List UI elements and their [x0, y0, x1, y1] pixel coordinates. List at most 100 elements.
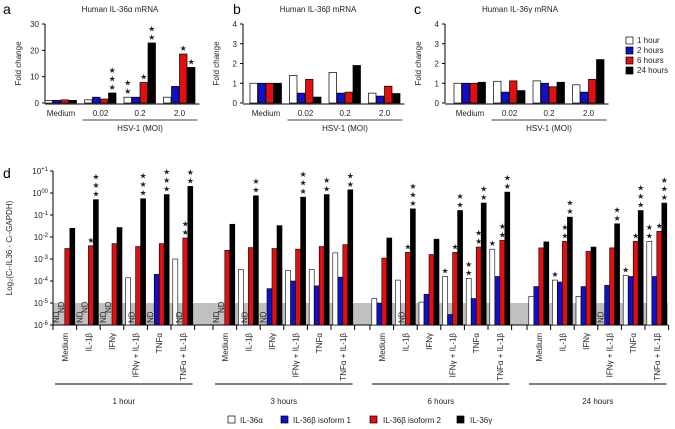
bar: [64, 248, 71, 326]
significance-star: ★: [646, 231, 653, 240]
bar: [88, 245, 94, 326]
significance-star: ★: [180, 44, 187, 53]
bar: [418, 301, 425, 326]
nd-label: ND: [52, 311, 61, 323]
group-label: 24 hours: [582, 397, 613, 406]
nd-label: ND: [75, 311, 84, 323]
group-label: 1 hour: [112, 397, 135, 406]
x-tick-label: TNFα + IL-1β: [496, 333, 505, 381]
x-tick-label: IL-1β: [244, 333, 253, 352]
significance-star: ★: [300, 170, 307, 179]
x-tick-label: TNFα: [629, 333, 638, 354]
bar: [453, 82, 462, 104]
significance-star: ★: [465, 268, 472, 277]
nd-label: ND: [99, 311, 108, 323]
significance-star: ★: [452, 242, 459, 251]
bar: [447, 314, 453, 326]
bar: [84, 99, 93, 104]
x-tick-label: TNFα: [315, 333, 324, 354]
x-axis-label: HSV-1 (MOI): [117, 124, 163, 133]
significance-star: ★: [188, 57, 195, 66]
significance-star: ★: [499, 230, 506, 239]
bar: [532, 80, 541, 104]
x-tick-label: IL-1β: [401, 333, 410, 352]
bar: [572, 84, 581, 104]
nd-label: ND: [57, 301, 66, 313]
y-tick-label: 20: [30, 46, 39, 55]
y-tick-label: 0: [435, 99, 440, 108]
bar: [501, 91, 510, 104]
bar: [253, 195, 259, 326]
y-tick-label: 2: [435, 60, 440, 69]
bar: [135, 246, 141, 326]
y-tick-label: 1: [435, 79, 440, 88]
bar: [187, 186, 194, 326]
bar: [125, 277, 131, 326]
significance-star: ★: [148, 33, 155, 42]
panel-label: b: [233, 1, 241, 17]
bar: [533, 286, 540, 326]
bar: [622, 275, 629, 326]
bar: [172, 258, 179, 326]
significance-star: ★: [504, 174, 511, 183]
significance-star: ★: [661, 193, 668, 202]
bar: [384, 85, 393, 104]
bar: [342, 244, 349, 326]
y-tick-label: 10-5: [34, 299, 49, 308]
x-tick-label: IFNγ + IL-1β: [606, 333, 615, 378]
y-tick-label: 4: [435, 20, 440, 29]
bar: [332, 252, 339, 326]
y-axis-label: Log₂(Cₜ-IL36 - Cₜ-GAPDH): [5, 200, 14, 295]
bar: [493, 80, 502, 104]
bar: [163, 194, 170, 326]
bar: [147, 42, 156, 104]
significance-star: ★: [323, 176, 330, 185]
significance-star: ★: [475, 237, 482, 246]
significance-star: ★: [109, 74, 116, 83]
significance-star: ★: [140, 189, 147, 198]
bar: [368, 92, 377, 104]
significance-star: ★: [300, 187, 307, 196]
x-tick-label: IFNγ: [582, 333, 591, 350]
y-tick-label: 1000: [32, 189, 48, 198]
bar: [575, 296, 582, 326]
bar: [158, 243, 165, 326]
bar: [352, 65, 361, 104]
bar: [392, 93, 401, 104]
y-tick-label: 2: [233, 60, 238, 69]
bar: [580, 91, 589, 104]
x-tick-label: 2.0: [379, 109, 391, 118]
legend-label: IL-36γ: [470, 416, 492, 425]
significance-star: ★: [109, 66, 116, 75]
y-axis-label: Fold change: [414, 41, 423, 86]
significance-star: ★: [187, 176, 194, 185]
legend-swatch: [280, 415, 289, 424]
significance-star: ★: [347, 180, 354, 189]
bar: [163, 96, 172, 104]
significance-star: ★: [92, 173, 99, 182]
significance-star: ★: [252, 177, 259, 186]
significance-star: ★: [561, 223, 568, 232]
nd-band: [53, 303, 668, 325]
bar: [457, 210, 463, 326]
bar: [470, 298, 477, 326]
bar: [336, 92, 345, 104]
bar: [452, 252, 458, 326]
bar: [229, 223, 236, 326]
bar: [266, 288, 273, 326]
nd-label: ND: [597, 311, 606, 323]
group-label: 3 hours: [270, 397, 297, 406]
bar: [423, 293, 430, 326]
bar: [461, 82, 470, 104]
bar: [433, 238, 440, 326]
bar: [289, 74, 298, 104]
x-tick-label: IFNγ: [268, 333, 277, 350]
bar: [171, 86, 180, 104]
y-tick-label: 3: [435, 40, 440, 49]
bar: [556, 81, 565, 104]
bar: [540, 82, 549, 104]
y-tick-label: 10-2: [34, 233, 49, 242]
bar: [131, 96, 140, 104]
significance-star: ★: [637, 192, 644, 201]
y-tick-label: 4: [233, 20, 238, 29]
